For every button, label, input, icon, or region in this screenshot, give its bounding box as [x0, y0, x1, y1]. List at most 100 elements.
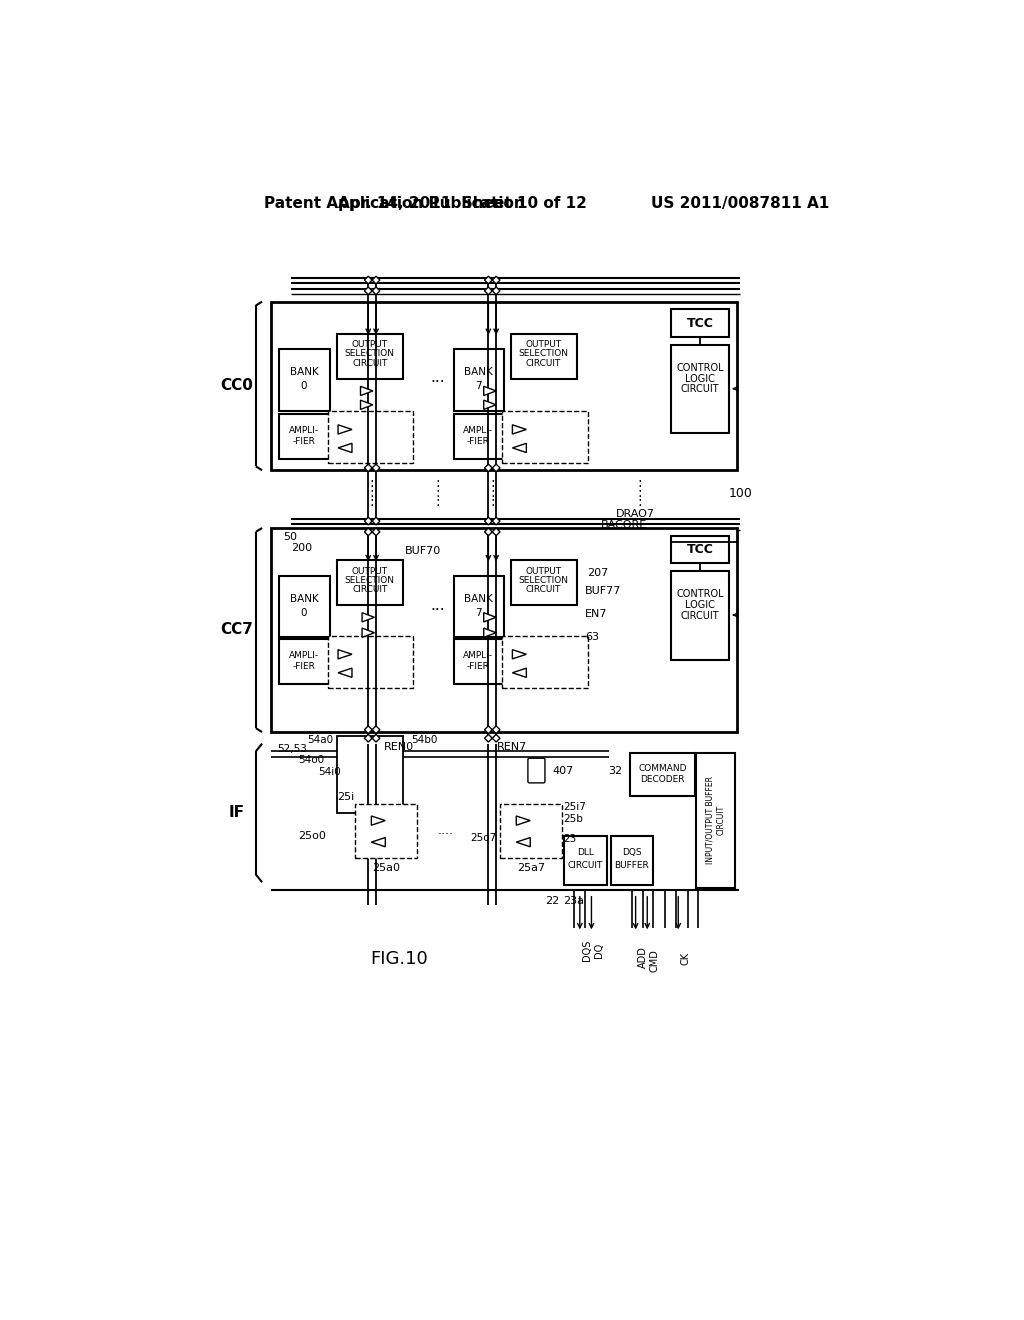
Bar [511, 560, 577, 605]
Text: OUTPUT: OUTPUT [351, 341, 388, 350]
Text: OUTPUT: OUTPUT [525, 566, 561, 576]
Polygon shape [484, 276, 493, 284]
Text: ...: ... [431, 371, 445, 385]
Bar [280, 414, 330, 459]
Text: BUF77: BUF77 [586, 586, 622, 597]
Polygon shape [493, 517, 500, 525]
Bar [328, 636, 414, 688]
Polygon shape [372, 838, 385, 847]
Text: AMPLI-: AMPLI- [289, 651, 319, 660]
Polygon shape [493, 528, 500, 536]
Polygon shape [362, 612, 375, 622]
Text: CIRCUIT: CIRCUIT [681, 611, 719, 620]
Polygon shape [360, 387, 373, 396]
Text: :: : [489, 477, 495, 490]
Text: :: : [435, 486, 440, 499]
Text: AMPLI-: AMPLI- [463, 651, 494, 660]
Text: CIRCUIT: CIRCUIT [352, 585, 387, 594]
Bar [630, 752, 695, 796]
Polygon shape [516, 838, 530, 847]
Text: 54a0: 54a0 [307, 735, 333, 744]
Text: DQS: DQS [583, 940, 592, 961]
Polygon shape [362, 628, 375, 638]
Text: 54i0: 54i0 [317, 767, 341, 777]
Text: CIRCUIT: CIRCUIT [352, 359, 387, 368]
Text: BACORE: BACORE [601, 520, 647, 529]
Text: OUTPUT: OUTPUT [351, 566, 388, 576]
Text: LOGIC: LOGIC [685, 601, 715, 610]
Bar [671, 309, 729, 337]
Polygon shape [484, 528, 493, 536]
Text: 25i7: 25i7 [563, 801, 587, 812]
Polygon shape [483, 387, 496, 396]
Polygon shape [512, 649, 526, 659]
Text: CONTROL: CONTROL [676, 589, 724, 599]
Text: REN7: REN7 [497, 742, 526, 752]
Text: 54b0: 54b0 [412, 735, 438, 744]
Text: LOGIC: LOGIC [685, 374, 715, 384]
Text: CMD: CMD [649, 949, 659, 972]
Text: CIRCUIT: CIRCUIT [525, 585, 561, 594]
Text: EN7: EN7 [586, 610, 608, 619]
Text: -FIER: -FIER [293, 437, 315, 446]
Text: DQ: DQ [594, 942, 604, 958]
Polygon shape [365, 726, 372, 734]
Polygon shape [372, 726, 380, 734]
Text: 25a0: 25a0 [372, 863, 400, 874]
Text: SELECTION: SELECTION [518, 576, 568, 585]
Text: 63: 63 [586, 632, 599, 643]
Text: 207: 207 [587, 568, 608, 578]
Text: BANK: BANK [290, 594, 318, 603]
Text: BANK: BANK [464, 367, 493, 378]
Text: 25b: 25b [563, 814, 584, 824]
Text: 25o0: 25o0 [298, 832, 326, 841]
Text: AMPLI-: AMPLI- [463, 426, 494, 436]
Polygon shape [365, 734, 372, 742]
Polygon shape [484, 286, 493, 294]
Text: SELECTION: SELECTION [518, 350, 568, 359]
Text: 25o7: 25o7 [471, 833, 497, 842]
Text: CIRCUIT: CIRCUIT [567, 861, 603, 870]
Bar [271, 302, 737, 470]
Text: 25i: 25i [337, 792, 354, 803]
Text: CC7: CC7 [220, 622, 253, 638]
Text: -FIER: -FIER [467, 663, 489, 671]
Polygon shape [512, 425, 526, 434]
FancyBboxPatch shape [528, 758, 545, 783]
Text: 54o0: 54o0 [299, 755, 325, 764]
Text: CIRCUIT: CIRCUIT [525, 359, 561, 368]
Bar [503, 636, 588, 688]
Polygon shape [484, 517, 493, 525]
Text: :: : [370, 486, 375, 499]
Text: US 2011/0087811 A1: US 2011/0087811 A1 [651, 195, 829, 211]
Text: -FIER: -FIER [293, 663, 315, 671]
Text: BANK: BANK [464, 594, 493, 603]
Polygon shape [372, 816, 385, 825]
Text: CK: CK [681, 952, 690, 965]
Polygon shape [365, 528, 372, 536]
Polygon shape [365, 465, 372, 471]
Bar [671, 345, 729, 433]
Text: :: : [370, 495, 375, 508]
Text: CONTROL: CONTROL [676, 363, 724, 372]
Text: AMPLI-: AMPLI- [289, 426, 319, 436]
Bar [280, 350, 330, 411]
Text: 25a7: 25a7 [517, 863, 545, 874]
Text: :: : [370, 477, 375, 490]
Bar [454, 350, 504, 411]
Polygon shape [484, 726, 493, 734]
Text: 100: 100 [728, 487, 753, 500]
Polygon shape [372, 286, 380, 294]
Polygon shape [360, 400, 373, 409]
Text: SELECTION: SELECTION [345, 350, 395, 359]
Text: 7: 7 [475, 381, 481, 391]
Polygon shape [338, 649, 352, 659]
Text: IF: IF [228, 805, 245, 821]
Polygon shape [365, 286, 372, 294]
Text: :: : [637, 495, 642, 508]
Text: 0: 0 [301, 381, 307, 391]
Bar [280, 639, 330, 684]
Polygon shape [338, 668, 352, 677]
Text: :: : [637, 477, 642, 490]
Bar [500, 804, 562, 858]
